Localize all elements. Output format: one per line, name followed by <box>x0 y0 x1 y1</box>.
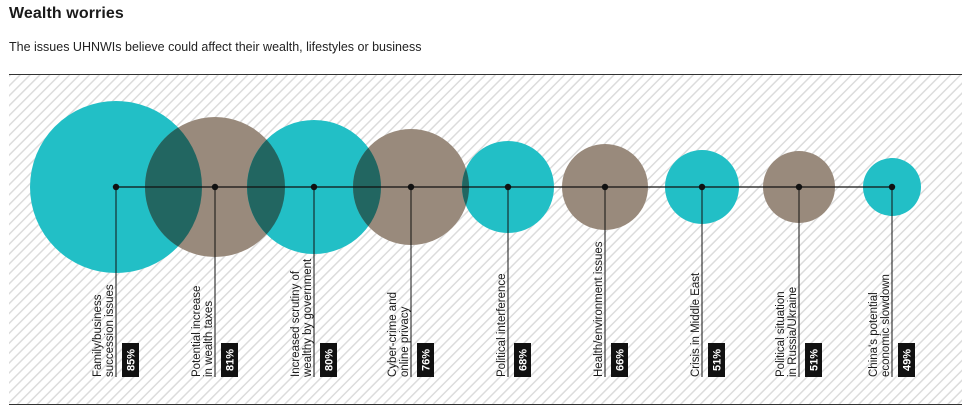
value-label-1: 85% <box>126 349 138 371</box>
chart-title: Wealth worries <box>9 5 124 22</box>
value-label-box-5 <box>514 343 531 377</box>
category-label-3-line-2: wealthy by government <box>302 258 314 378</box>
node-dot-2 <box>211 183 219 191</box>
category-label-8-line-2: in Russia/Ukraine <box>787 287 799 377</box>
top-rule <box>9 74 962 75</box>
category-label-5-line-1: Political interference <box>496 273 508 377</box>
value-label-box-3 <box>320 343 337 377</box>
category-label-4-line-1: Cyber-crime and <box>387 292 399 377</box>
node-dot-1 <box>112 183 120 191</box>
category-label-6-line-1: Health/environment issues <box>593 241 605 377</box>
node-dot-8 <box>795 183 803 191</box>
value-label-box-8 <box>805 343 822 377</box>
category-label-1-line-2: succession issues <box>104 284 116 377</box>
category-label-8-line-1: Political situation <box>775 291 787 377</box>
bubble-chart: 85% Family/business succession issues 81% Po… <box>9 75 962 404</box>
value-label-box-6 <box>611 343 628 377</box>
category-label-4-line-2: online privacy <box>399 306 411 377</box>
node-dot-6 <box>601 183 609 191</box>
node-dot-4 <box>407 183 415 191</box>
value-label-box-7 <box>708 343 725 377</box>
value-label-box-4 <box>417 343 434 377</box>
node-dot-5 <box>504 183 512 191</box>
category-label-2-line-1: Potential increase <box>191 286 203 377</box>
value-label-6: 66% <box>615 349 627 371</box>
value-label-5: 68% <box>518 349 530 371</box>
value-label-box-2 <box>221 343 238 377</box>
value-label-box-9 <box>898 343 915 377</box>
category-label-2-line-2: in wealth taxes <box>203 301 215 377</box>
node-dot-9 <box>888 183 896 191</box>
category-label-7-line-1: Crisis in Middle East <box>690 272 702 377</box>
value-label-4: 76% <box>421 349 433 371</box>
value-label-9: 49% <box>902 349 914 371</box>
category-label-3-line-1: Increased scrutiny of <box>290 270 302 377</box>
node-dot-3 <box>310 183 318 191</box>
category-label-9-line-1: China's potential <box>868 292 880 377</box>
category-label-1-line-1: Family/business <box>92 294 104 377</box>
chart-subtitle: The issues UHNWIs believe could affect t… <box>9 40 422 54</box>
value-label-box-1 <box>122 343 139 377</box>
value-label-3: 80% <box>324 349 336 371</box>
value-label-7: 51% <box>712 349 724 371</box>
node-dot-7 <box>698 183 706 191</box>
value-label-8: 51% <box>809 349 821 371</box>
bottom-rule <box>9 404 962 405</box>
category-label-9-line-2: economic slowdown <box>880 274 892 377</box>
value-label-2: 81% <box>225 349 237 371</box>
